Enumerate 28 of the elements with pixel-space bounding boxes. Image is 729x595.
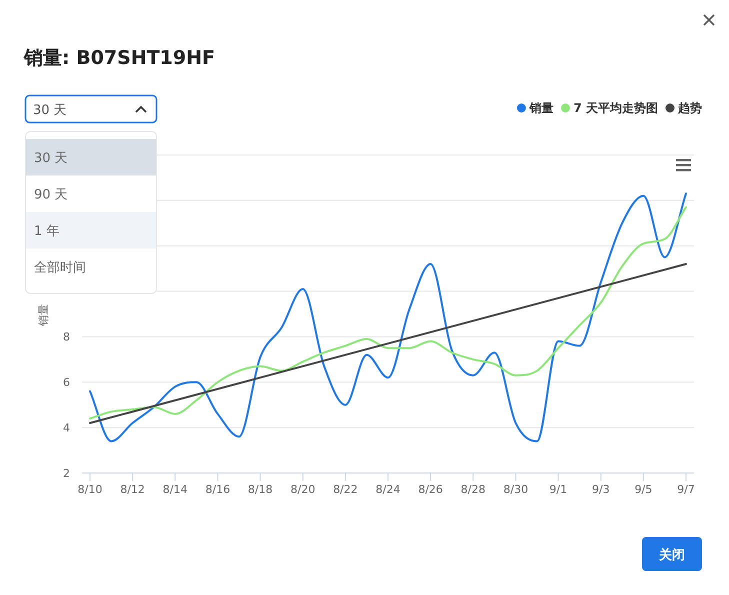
x-tick-label: 8/10 [78,483,102,496]
x-tick-label: 8/28 [460,483,486,496]
chart-title: 销量: B07SHT19HF [23,47,216,69]
y-axis-title: 销量 [37,304,50,327]
legend-label: 销量 [528,101,554,115]
x-tick-label: 9/7 [677,483,695,496]
x-tick-label: 9/5 [634,483,652,496]
x-tick-label: 8/14 [162,483,188,496]
x-tick-label: 8/26 [418,483,443,496]
x-tick-label: 8/12 [120,483,145,496]
y-tick-label: 6 [63,376,70,390]
x-tick-label: 8/22 [333,483,358,496]
y-tick-label: 4 [63,422,70,435]
close-button: 关闭 [642,537,702,571]
legend-label: 趋势 [677,101,702,115]
legend-label: 7 天平均走势图 [573,101,658,115]
y-tick-label: 8 [63,330,70,344]
range-menu: 30 天 90 天 1 年 全部时间 [25,131,157,294]
range-select: 30 天 [24,94,158,124]
x-tick-label: 8/30 [503,483,528,496]
x-tick-label: 9/1 [549,483,568,496]
y-tick-label: 2 [63,467,70,480]
x-tick-label: 8/18 [248,483,273,496]
x-tick-label: 8/16 [205,483,230,496]
annotation: 全部时间 [34,260,86,276]
x-tick-label: 9/3 [592,483,610,496]
x-tick-label: 8/24 [376,483,400,496]
x-tick-label: 8/20 [290,483,316,496]
